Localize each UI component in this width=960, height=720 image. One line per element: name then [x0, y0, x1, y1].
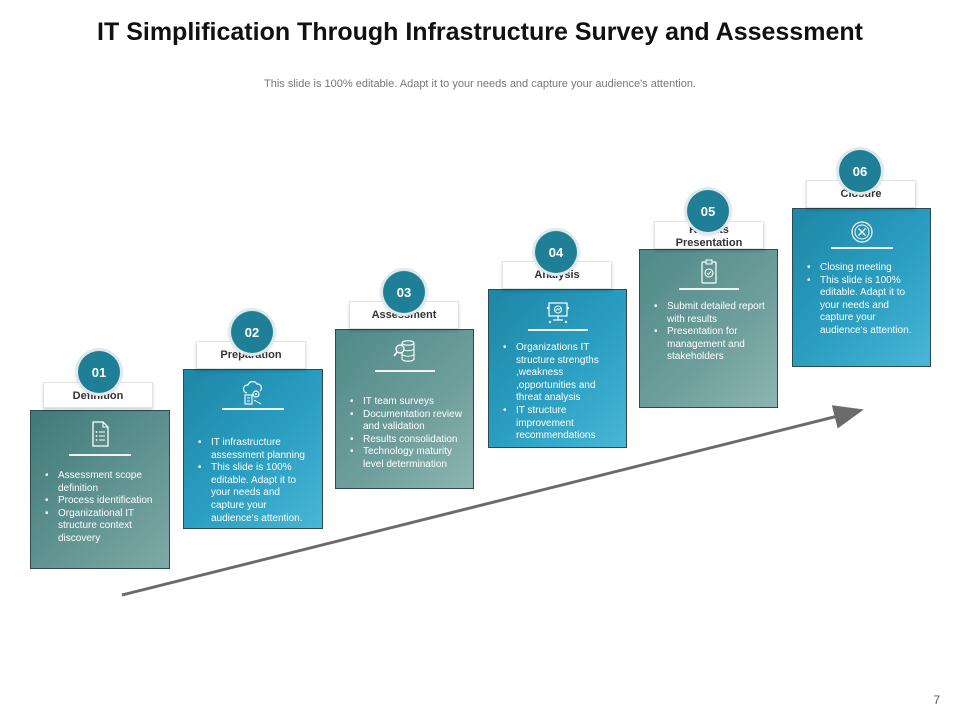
bullet-item: Organizational IT structure context disc… — [45, 508, 161, 546]
document-list-icon — [92, 421, 109, 447]
step-card: Submit detailed report with results Pres… — [639, 249, 778, 408]
step-card: IT team surveys Documentation review and… — [335, 329, 474, 489]
bullet-item: Assessment scope definition — [45, 470, 161, 495]
step-bullets: Submit detailed report with results Pres… — [654, 301, 769, 364]
card-divider — [830, 247, 893, 249]
page-number: 7 — [933, 693, 940, 707]
cloud-gear-icon — [242, 381, 262, 405]
step-bullets: IT infrastructure assessment planning Th… — [198, 437, 314, 525]
page-title: IT Simplification Through Infrastructure… — [97, 18, 863, 46]
step-card: Organizations IT structure strengths ,we… — [488, 289, 627, 448]
card-divider — [527, 329, 588, 331]
bullet-item: Results consolidation — [350, 434, 465, 447]
card-divider — [69, 454, 131, 456]
bullet-item: Technology maturity level determination — [350, 446, 465, 471]
step-card: IT infrastructure assessment planning Th… — [183, 369, 323, 529]
step-bullets: Organizations IT structure strengths ,we… — [503, 342, 618, 443]
step-label: Preparation — [196, 341, 306, 369]
step-number-badge: 04 — [535, 231, 577, 273]
step-number-badge: 06 — [839, 150, 881, 192]
step-number-badge: 05 — [687, 190, 729, 232]
step-number-badge: 01 — [78, 351, 120, 393]
database-search-icon — [392, 340, 415, 362]
bullet-item: Organizations IT structure strengths ,we… — [503, 342, 618, 405]
step-number-badge: 03 — [383, 271, 425, 313]
page-subtitle: This slide is 100% editable. Adapt it to… — [264, 78, 696, 90]
close-circle-icon — [850, 221, 873, 243]
step-number-badge: 02 — [231, 311, 273, 353]
bullet-item: IT infrastructure assessment planning — [198, 437, 314, 462]
bullet-item: Closing meeting — [807, 262, 922, 275]
bullet-item: Documentation review and validation — [350, 409, 465, 434]
bullet-item: Presentation for management and stakehol… — [654, 326, 769, 364]
bullet-item: IT team surveys — [350, 396, 465, 409]
bullet-item: This slide is 100% editable. Adapt it to… — [198, 462, 314, 525]
card-divider — [678, 288, 739, 290]
step-card: Closing meeting This slide is 100% edita… — [792, 208, 931, 367]
step-card: Assessment scope definition Process iden… — [30, 410, 170, 569]
report-clipboard-icon — [700, 259, 717, 284]
monitor-analysis-icon — [546, 302, 569, 324]
bullet-item: Process identification — [45, 495, 161, 508]
bullet-item: Submit detailed report with results — [654, 301, 769, 326]
step-bullets: Assessment scope definition Process iden… — [45, 470, 161, 546]
card-divider — [374, 370, 435, 372]
bullet-item: IT structure improvement recommendations — [503, 405, 618, 443]
step-bullets: Closing meeting This slide is 100% edita… — [807, 262, 922, 338]
step-bullets: IT team surveys Documentation review and… — [350, 396, 465, 472]
card-divider — [222, 408, 284, 410]
step-label: Closure — [806, 180, 916, 208]
bullet-item: This slide is 100% editable. Adapt it to… — [807, 275, 922, 338]
